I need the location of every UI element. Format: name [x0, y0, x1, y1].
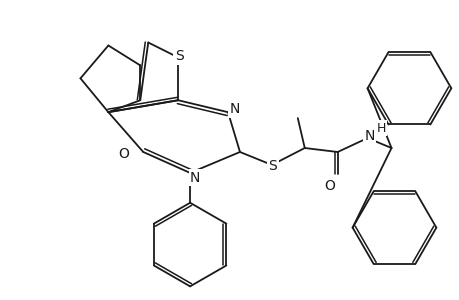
Text: N: N: [230, 102, 240, 116]
Text: S: S: [268, 159, 277, 173]
Text: N: N: [190, 171, 200, 185]
Text: O: O: [324, 179, 335, 193]
Text: S: S: [174, 50, 183, 63]
Text: O: O: [118, 147, 129, 161]
Text: H: H: [376, 122, 386, 135]
Text: N: N: [364, 129, 374, 143]
